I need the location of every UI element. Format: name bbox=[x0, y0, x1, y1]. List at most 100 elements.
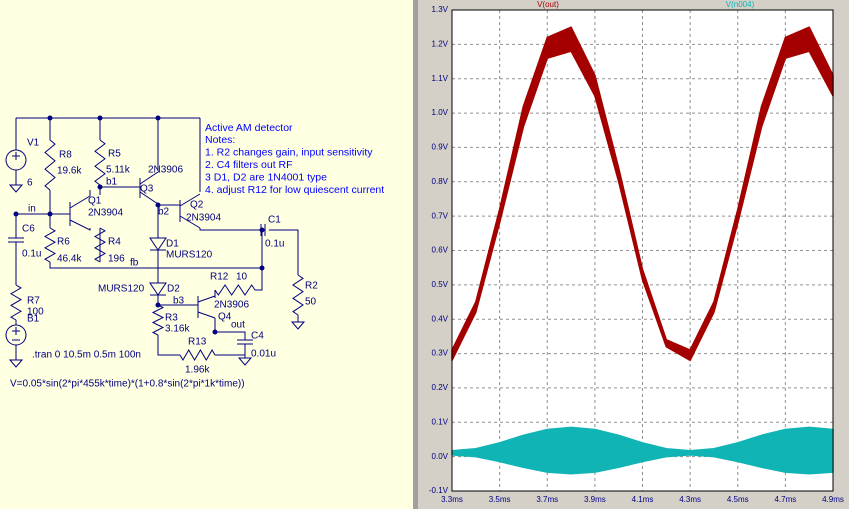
note: 4. adjust R12 for low quiescent current bbox=[205, 184, 384, 196]
resistor bbox=[179, 349, 216, 361]
component-label: MURS120 bbox=[98, 284, 145, 295]
component-label: 0.1u bbox=[22, 249, 41, 260]
y-tick-label: 1.3V bbox=[432, 5, 449, 14]
y-tick-label: 0.2V bbox=[432, 383, 449, 392]
component-label: b3 bbox=[173, 296, 185, 307]
y-tick-label: 0.7V bbox=[432, 211, 449, 220]
component-label: R8 bbox=[59, 150, 72, 161]
component-label: C6 bbox=[22, 224, 35, 235]
component-label: out bbox=[231, 320, 245, 331]
component-label: 0.1u bbox=[265, 239, 284, 250]
diodes bbox=[149, 237, 167, 296]
note: 2. C4 filters out RF bbox=[205, 159, 293, 171]
x-tick-label: 3.9ms bbox=[584, 495, 606, 504]
component-label: R12 bbox=[210, 272, 229, 283]
component-label: V1 bbox=[27, 138, 40, 149]
source-signs bbox=[12, 152, 20, 341]
y-tick-label: 0.8V bbox=[432, 177, 449, 186]
component-label: 0.01u bbox=[251, 349, 276, 360]
component-label: R5 bbox=[108, 149, 121, 160]
resistor bbox=[292, 274, 304, 316]
component-label: Q2 bbox=[190, 200, 204, 211]
y-tick-label: 0.3V bbox=[432, 349, 449, 358]
resistor bbox=[151, 304, 165, 336]
component-label: 196 bbox=[108, 254, 125, 265]
component-label: b2 bbox=[158, 207, 170, 218]
y-tick-label: 0.4V bbox=[432, 314, 449, 323]
junctions bbox=[13, 115, 265, 335]
component-label: 100 bbox=[27, 307, 44, 318]
component-label: D1 bbox=[166, 239, 179, 250]
note: 1. R2 changes gain, input sensitivity bbox=[205, 147, 373, 159]
component-label: B1 bbox=[27, 314, 40, 325]
resistor bbox=[94, 139, 106, 186]
component-label: 1.96k bbox=[185, 365, 210, 376]
x-tick-label: 3.7ms bbox=[536, 495, 558, 504]
x-tick-label: 4.5ms bbox=[727, 495, 749, 504]
component-label: 19.6k bbox=[57, 166, 82, 177]
x-tick-label: 4.9ms bbox=[822, 495, 844, 504]
component-label: D2 bbox=[167, 284, 180, 295]
y-tick-label: 1.2V bbox=[432, 39, 449, 48]
note: Notes: bbox=[205, 134, 235, 146]
grounds bbox=[8, 184, 306, 368]
schematic: .tran 0 10.5m 0.5m 100n V=0.05*sin(2*pi*… bbox=[5, 115, 384, 390]
component-label: 10 bbox=[236, 272, 248, 283]
source-b1 bbox=[5, 324, 27, 346]
component-label: 2N3906 bbox=[214, 300, 249, 311]
component-label: b1 bbox=[106, 177, 118, 188]
voltage-source-v1 bbox=[5, 149, 27, 171]
component-label: C1 bbox=[268, 215, 281, 226]
component-label: 3.16k bbox=[165, 324, 190, 335]
component-label: 2N3906 bbox=[148, 165, 183, 176]
component-label: in bbox=[28, 204, 36, 215]
component-label: Q4 bbox=[218, 312, 232, 323]
resistor bbox=[93, 227, 107, 263]
component-label: MURS120 bbox=[166, 250, 213, 261]
component-label: 5.11k bbox=[106, 165, 131, 176]
component-label: Q1 bbox=[88, 196, 102, 207]
component-label: R3 bbox=[165, 313, 178, 324]
y-tick-label: -0.1V bbox=[429, 486, 449, 495]
wires bbox=[15, 117, 299, 360]
y-tick-label: 1.1V bbox=[432, 74, 449, 83]
y-tick-label: 0.9V bbox=[432, 143, 449, 152]
legend-entry: V(n004) bbox=[726, 0, 755, 9]
component-label: fb bbox=[130, 258, 139, 269]
component-label: R7 bbox=[27, 296, 40, 307]
legend-entry: V(out) bbox=[537, 0, 559, 9]
component-label: 50 bbox=[305, 297, 317, 308]
component-label: 2N3904 bbox=[186, 213, 221, 224]
resistor bbox=[10, 284, 22, 321]
note: Active AM detector bbox=[205, 122, 293, 134]
schematic-pane bbox=[0, 0, 413, 509]
component-label: R13 bbox=[188, 337, 207, 348]
component-label: R6 bbox=[57, 237, 70, 248]
y-tick-label: 0.0V bbox=[432, 452, 449, 461]
source-expression: V=0.05*sin(2*pi*455k*time)*(1+0.8*sin(2*… bbox=[10, 379, 245, 390]
tran-directive: .tran 0 10.5m 0.5m 100n bbox=[32, 350, 141, 361]
x-tick-label: 4.7ms bbox=[774, 495, 796, 504]
y-tick-label: 0.5V bbox=[432, 280, 449, 289]
note: 3 D1, D2 are 1N4001 type bbox=[205, 171, 327, 183]
component-label: 46.4k bbox=[57, 254, 82, 265]
y-tick-label: 0.1V bbox=[432, 417, 449, 426]
resistor bbox=[44, 139, 56, 191]
x-tick-label: 4.1ms bbox=[632, 495, 654, 504]
component-label: 2N3904 bbox=[88, 208, 123, 219]
resistor bbox=[214, 284, 256, 296]
x-tick-label: 3.3ms bbox=[441, 495, 463, 504]
component-label: C4 bbox=[251, 331, 264, 342]
splitter[interactable] bbox=[413, 0, 418, 509]
resistor bbox=[43, 227, 57, 263]
component-label: Q3 bbox=[140, 184, 154, 195]
transistors bbox=[69, 171, 216, 319]
plot-frame bbox=[451, 9, 834, 492]
component-label: R4 bbox=[108, 237, 121, 248]
component-label: 6 bbox=[27, 178, 33, 189]
component-label: R2 bbox=[305, 281, 318, 292]
y-tick-label: 1.0V bbox=[432, 108, 449, 117]
y-tick-label: 0.6V bbox=[432, 246, 449, 255]
